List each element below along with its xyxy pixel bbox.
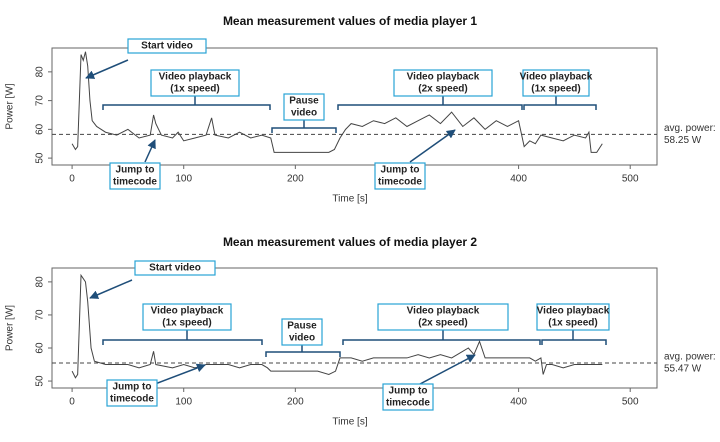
annotation-box [374, 162, 426, 190]
x-tick-label: 500 [622, 174, 639, 185]
annotation-text: Video playback [520, 72, 593, 83]
annotation-box [127, 38, 207, 54]
bracket [337, 104, 523, 110]
bracket [271, 127, 337, 133]
annotation-arrow [89, 279, 133, 299]
annotation-box [283, 93, 325, 121]
annotation-box [134, 260, 216, 276]
annotation-box [522, 69, 590, 97]
annotation-text: Video playback [407, 306, 480, 317]
bracket [342, 339, 541, 345]
annotation-box [281, 318, 323, 346]
annotation-text: Video playback [151, 306, 224, 317]
annotation-box [377, 303, 509, 331]
annotation-text: Pause [287, 321, 317, 332]
annotation-text: Start video [149, 263, 201, 274]
annotation-box [106, 379, 158, 407]
bracket [265, 351, 341, 357]
annotation-text: Video playback [537, 306, 610, 317]
annotation-text: timecode [110, 394, 154, 405]
x-tick-label: 500 [622, 397, 639, 408]
annotation-arrow [144, 139, 156, 163]
plot-frame [51, 267, 658, 389]
avg-label: 58.25 W [664, 135, 702, 146]
avg-caption: avg. power: [664, 123, 716, 134]
annotation-text: Video playback [159, 72, 232, 83]
annotation-text: video [291, 108, 317, 119]
x-axis-title: Time [s] [332, 194, 367, 205]
annotation-box [109, 162, 161, 190]
y-axis-title: Power [W] [5, 83, 16, 129]
x-tick-label: 400 [510, 174, 527, 185]
annotation-arrow [154, 363, 206, 385]
x-tick-label: 200 [287, 397, 304, 408]
bracket [102, 104, 271, 110]
y-tick-label: 60 [35, 123, 46, 135]
annotation-text: (1x speed) [170, 84, 219, 95]
x-tick-label: 200 [287, 174, 304, 185]
bracket [102, 339, 263, 345]
annotation-text: Jump to [113, 382, 152, 393]
annotation-text: (1x speed) [548, 318, 597, 329]
x-tick-label: 100 [175, 397, 192, 408]
plot-frame [51, 47, 658, 166]
y-tick-label: 80 [35, 66, 46, 78]
annotation-box [382, 383, 434, 411]
x-axis-title: Time [s] [332, 417, 367, 428]
annotation-text: Pause [289, 96, 319, 107]
annotation-text: timecode [386, 398, 430, 409]
annotation-arrow [419, 354, 476, 385]
bracket [541, 339, 607, 345]
data-line [71, 273, 603, 379]
avg-caption: avg. power: [664, 352, 716, 363]
chart-title: Mean measurement values of media player … [223, 235, 477, 249]
y-tick-label: 80 [35, 276, 46, 288]
annotation-text: (2x speed) [418, 318, 467, 329]
y-tick-label: 60 [35, 342, 46, 354]
chart-title: Mean measurement values of media player … [223, 14, 477, 28]
data-line [71, 51, 603, 153]
y-axis-title: Power [W] [5, 305, 16, 351]
annotation-text: Video playback [407, 72, 480, 83]
annotation-arrow [85, 59, 129, 79]
annotation-text: (2x speed) [418, 84, 467, 95]
annotation-text: (1x speed) [531, 84, 580, 95]
annotation-text: video [289, 333, 315, 344]
x-tick-label: 0 [69, 397, 75, 408]
avg-label: 55.47 W [664, 364, 702, 375]
annotation-arrow [409, 129, 456, 163]
annotation-text: (1x speed) [162, 318, 211, 329]
annotation-text: timecode [378, 177, 422, 188]
y-tick-label: 50 [35, 152, 46, 164]
annotation-text: Jump to [116, 165, 155, 176]
y-tick-label: 50 [35, 375, 46, 387]
x-tick-label: 100 [175, 174, 192, 185]
annotation-text: Jump to [381, 165, 420, 176]
y-tick-label: 70 [35, 309, 46, 321]
annotation-text: timecode [113, 177, 157, 188]
annotation-text: Start video [141, 41, 193, 52]
annotation-box [393, 69, 493, 97]
x-tick-label: 0 [69, 174, 75, 185]
x-tick-label: 400 [510, 397, 527, 408]
y-tick-label: 70 [35, 95, 46, 107]
annotation-text: Jump to [389, 386, 428, 397]
annotation-box [536, 303, 610, 331]
annotation-box [150, 69, 240, 97]
annotation-box [142, 303, 232, 331]
bracket [523, 104, 597, 110]
